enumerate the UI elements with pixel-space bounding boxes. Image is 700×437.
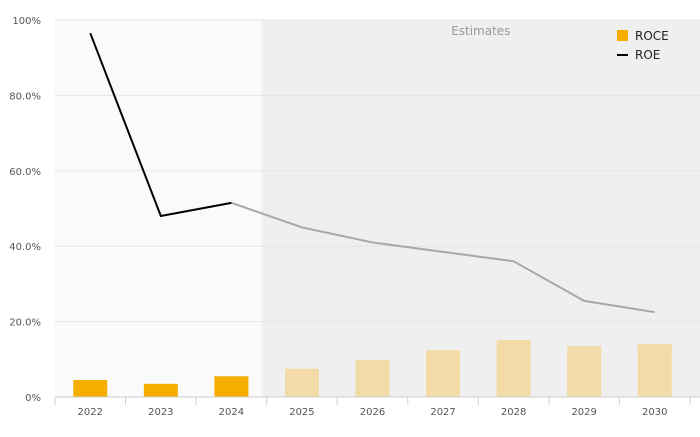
roe-line-estimate — [231, 201, 655, 314]
y-tick-label: 60.0% — [9, 167, 41, 178]
x-tick-label: 2024 — [219, 407, 244, 418]
y-tick-label: 100% — [12, 16, 41, 27]
roce-bar — [496, 340, 531, 397]
legend-roe-label: ROE — [635, 48, 660, 62]
y-tick-label: 40.0% — [9, 242, 41, 253]
roce-bar — [637, 344, 672, 397]
x-tick-label: 2022 — [78, 407, 103, 418]
x-tick-label: 2023 — [148, 407, 173, 418]
x-tick-label: 2028 — [501, 407, 526, 418]
roce-bar — [284, 368, 319, 397]
x-tick-label: 2026 — [360, 407, 385, 418]
x-tick-label: 2025 — [289, 407, 314, 418]
roce-bar — [567, 346, 602, 397]
roce-bar — [73, 380, 108, 397]
y-tick-label: 80.0% — [9, 91, 41, 102]
roce-bar — [143, 383, 178, 397]
x-tick-label: 2027 — [430, 407, 455, 418]
roe-line-actual — [89, 32, 232, 218]
estimates-background — [261, 20, 700, 397]
roce-bar — [426, 350, 461, 397]
x-tick-label: 2029 — [571, 407, 596, 418]
y-tick-label: 20.0% — [9, 318, 41, 329]
roce-bar — [214, 376, 249, 397]
y-tick-label: 0% — [25, 393, 41, 404]
legend-roce-label: ROCE — [635, 29, 669, 43]
legend-roce-swatch — [617, 30, 628, 41]
roce-bar — [355, 360, 390, 397]
estimates-label: Estimates — [451, 24, 510, 38]
x-tick-label: 2030 — [642, 407, 667, 418]
